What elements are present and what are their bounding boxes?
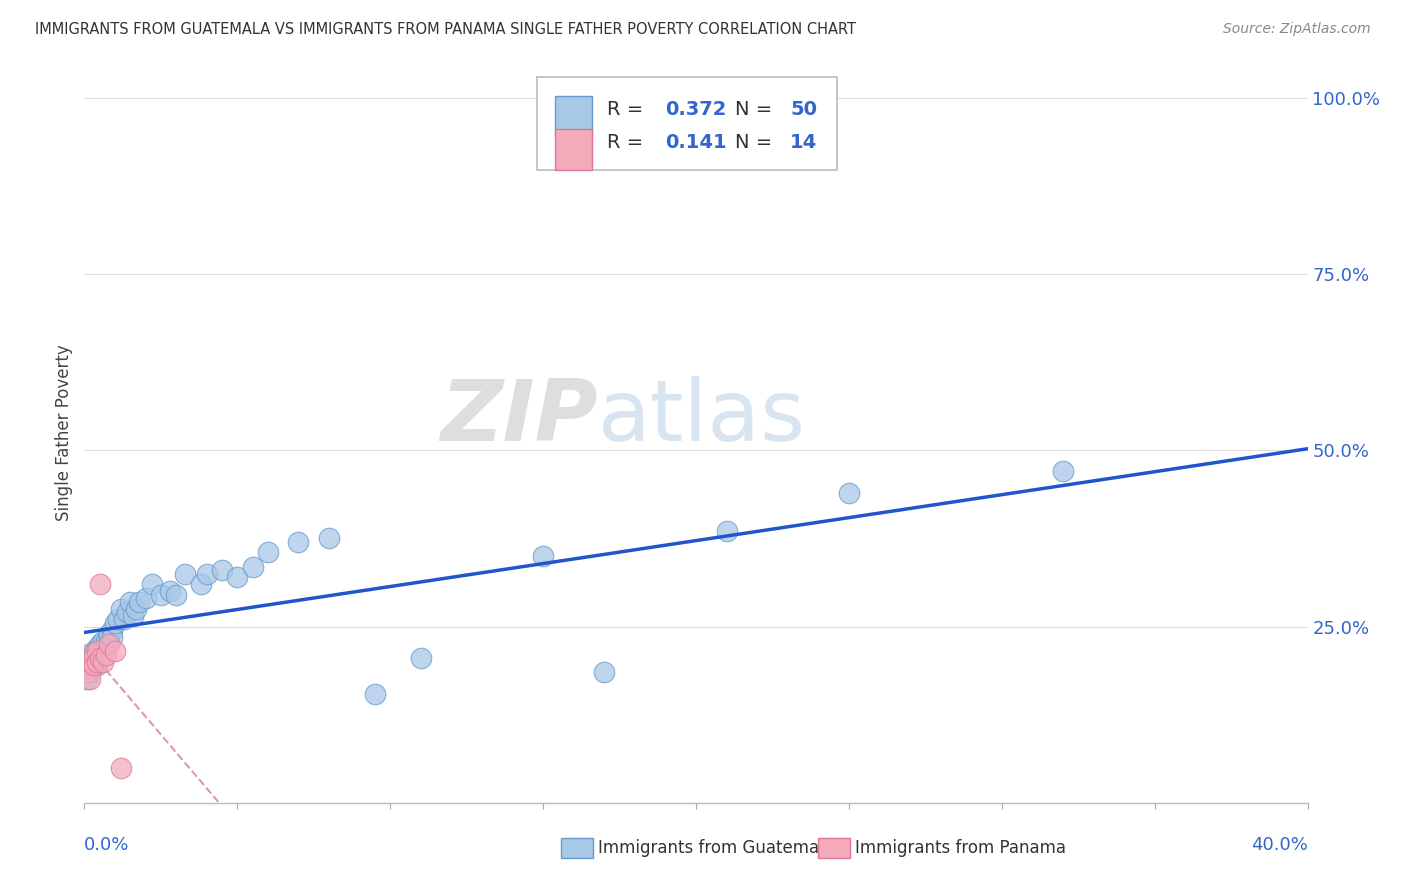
Point (89, 648, 111, 662)
Point (89, 577, 111, 591)
Text: 0.372: 0.372 (665, 100, 727, 119)
Point (79, 673, 101, 687)
Point (76, 658, 98, 673)
Point (128, 595, 150, 609)
Point (107, 612, 129, 626)
Text: N =: N = (735, 133, 779, 152)
Text: 0.0%: 0.0% (84, 836, 129, 855)
Point (257, 545, 280, 559)
Point (86, 651, 108, 665)
Point (125, 602, 148, 616)
Point (86, 640, 108, 655)
Point (79, 665, 101, 680)
Point (97, 626, 120, 640)
Point (104, 615, 127, 630)
Bar (555, 129, 592, 169)
Point (135, 591, 157, 606)
Point (226, 570, 249, 584)
Point (716, 524, 738, 539)
Text: 40.0%: 40.0% (1251, 836, 1308, 855)
Text: 0.141: 0.141 (665, 133, 727, 152)
Point (211, 563, 233, 577)
Point (76, 665, 98, 680)
Point (101, 623, 124, 637)
Point (83, 644, 105, 658)
Point (79, 655, 101, 669)
Point (149, 588, 172, 602)
Point (120, 595, 142, 609)
Point (122, 609, 145, 624)
Point (190, 577, 212, 591)
Point (89, 651, 111, 665)
Point (1052, 464, 1074, 478)
Point (97, 630, 120, 644)
Text: Immigrants from Guatemala: Immigrants from Guatemala (598, 839, 834, 857)
Text: ZIP: ZIP (440, 376, 598, 459)
Point (83, 655, 105, 669)
Point (91, 633, 114, 648)
Point (112, 612, 135, 626)
Point (318, 532, 340, 546)
Point (94, 637, 117, 651)
Point (79, 658, 101, 673)
Point (110, 760, 132, 774)
Point (86, 644, 108, 658)
Point (195, 566, 218, 581)
Point (104, 644, 127, 658)
FancyBboxPatch shape (537, 78, 837, 169)
Point (242, 559, 264, 574)
Point (94, 648, 117, 662)
Text: R =: R = (606, 100, 650, 119)
Point (83, 648, 105, 662)
Point (165, 588, 187, 602)
Y-axis label: Single Father Poverty: Single Father Poverty (55, 344, 73, 521)
Point (94, 633, 117, 648)
Point (86, 658, 108, 673)
Text: 50: 50 (790, 100, 817, 119)
Point (115, 606, 138, 620)
Point (83, 658, 105, 673)
Point (91, 655, 114, 669)
Point (91, 640, 114, 655)
Point (593, 665, 616, 680)
Point (287, 535, 309, 549)
Text: Immigrants from Panama: Immigrants from Panama (855, 839, 1066, 857)
Point (159, 584, 181, 599)
Point (174, 566, 197, 581)
Point (531, 549, 554, 563)
Point (83, 648, 105, 662)
Point (86, 655, 108, 669)
Point (89, 644, 111, 658)
Point (101, 630, 124, 644)
Point (110, 602, 132, 616)
Point (838, 485, 860, 500)
Text: R =: R = (606, 133, 650, 152)
Point (409, 651, 432, 665)
Bar (561, 838, 593, 858)
Point (364, 686, 387, 700)
Text: 14: 14 (790, 133, 817, 152)
Text: Source: ZipAtlas.com: Source: ZipAtlas.com (1223, 22, 1371, 37)
Point (76, 673, 98, 687)
Point (141, 577, 163, 591)
Text: N =: N = (735, 100, 779, 119)
Point (97, 637, 120, 651)
Bar (555, 95, 592, 136)
Text: IMMIGRANTS FROM GUATEMALA VS IMMIGRANTS FROM PANAMA SINGLE FATHER POVERTY CORREL: IMMIGRANTS FROM GUATEMALA VS IMMIGRANTS … (35, 22, 856, 37)
Point (89, 637, 111, 651)
Bar (818, 838, 851, 858)
Text: atlas: atlas (598, 376, 806, 459)
